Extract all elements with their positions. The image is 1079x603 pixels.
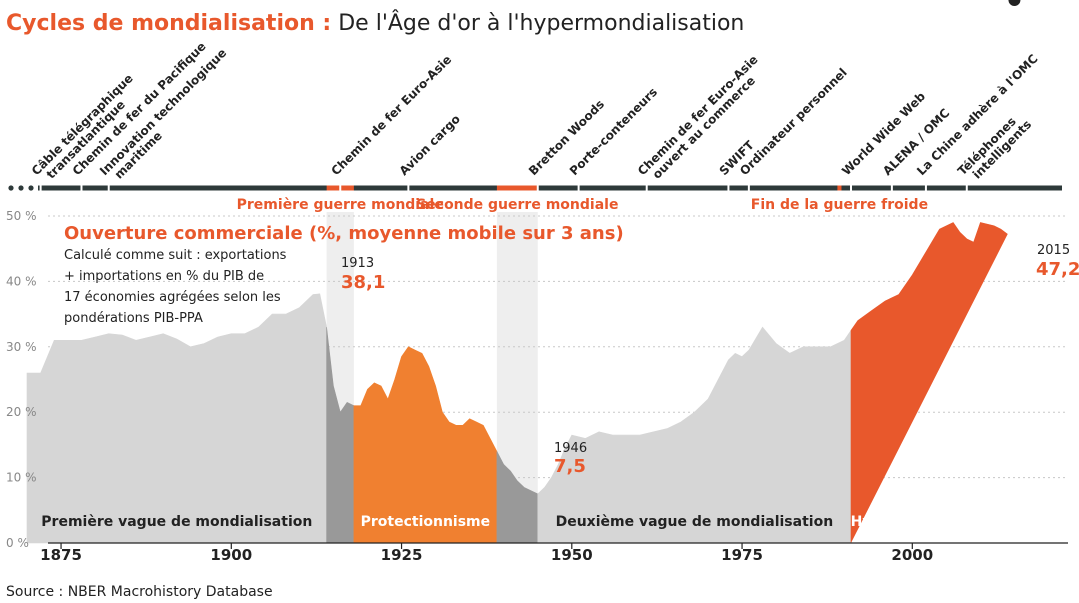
title-highlight: Cycles de mondialisation :	[6, 11, 331, 36]
event-label-line: Chemin de fer Euro-Asie	[329, 52, 455, 178]
annotation-1946-value: 7,5	[554, 456, 586, 477]
x-tick-label: 1875	[40, 546, 82, 564]
phase-labels: Première vague de mondialisation Protecti…	[41, 514, 1015, 530]
note-line-2: + importations en % du PIB de	[64, 269, 264, 284]
y-tick-label: 20 %	[6, 405, 37, 419]
timeline-event-label: Chemin de fer Euro-Asie	[329, 52, 455, 178]
timeline	[8, 185, 1062, 191]
war-label: Première guerre mondiale	[237, 197, 444, 213]
x-tick-label: 1925	[381, 546, 423, 564]
phase-label: Deuxième vague de mondialisation	[556, 514, 834, 530]
y-tick-label: 10 %	[6, 471, 37, 485]
x-tick-label: 1900	[210, 546, 252, 564]
timeline-event-label: Bretton Woods	[526, 97, 607, 178]
endpoint-2015	[1008, 0, 1021, 6]
chart-title: Cycles de mondialisation : De l'Âge d'or …	[6, 10, 744, 36]
title-rest: De l'Âge d'or à l'hypermondialisation	[338, 10, 744, 36]
x-tick-label: 1950	[551, 546, 593, 564]
event-label-line: Bretton Woods	[526, 97, 607, 178]
y-tick-label: 40 %	[6, 274, 37, 288]
note-line-1: Calculé comme suit : exportations	[64, 248, 287, 263]
phase-label: Première vague de mondialisation	[41, 514, 312, 530]
area-phase-5	[537, 326, 852, 544]
timeline-dot	[18, 185, 24, 191]
phase-label: Hypermondialisation	[851, 514, 1015, 530]
area-series	[26, 0, 1021, 544]
annotation-1913-year: 1913	[341, 256, 374, 271]
source-note: Source : NBER Macrohistory Database	[6, 584, 273, 600]
annotation-2015-value: 47,2	[1036, 259, 1079, 280]
area-phase-3	[353, 346, 498, 544]
area-phase-1	[26, 293, 327, 544]
war-label: Fin de la guerre froide	[751, 197, 928, 213]
y-axis: 0 % 10 % 20 % 30 % 40 % 50 %	[6, 209, 37, 550]
area-phase-6	[850, 222, 1008, 543]
event-label-line: Avion cargo	[397, 112, 463, 178]
y-tick-label: 50 %	[6, 209, 37, 223]
x-tick-label: 2000	[891, 546, 933, 564]
chart-subtitle: Ouverture commerciale (%, moyenne mobile…	[64, 223, 624, 244]
timeline-dot	[28, 185, 34, 191]
y-tick-label: 30 %	[6, 340, 37, 354]
annotation-2015-year: 2015	[1037, 243, 1070, 258]
timeline-event-label: Avion cargo	[397, 112, 463, 178]
note-line-3: 17 économies agrégées selon les	[64, 290, 281, 305]
x-axis: 1875 1900 1925 1950 1975 2000	[40, 542, 1068, 564]
phase-label: Protectionnisme	[361, 514, 491, 530]
annotation-1946-year: 1946	[554, 441, 587, 456]
y-tick-label: 0 %	[6, 536, 29, 550]
note-line-4: pondérations PIB-PPA	[64, 311, 203, 326]
war-label: Seconde guerre mondiale	[416, 197, 618, 213]
timeline-events: Câble télégraphiquetransatlantiqueChemin…	[29, 39, 1041, 181]
x-tick-label: 1975	[721, 546, 763, 564]
timeline-dot	[8, 185, 14, 191]
annotation-1913-value: 38,1	[341, 272, 385, 293]
